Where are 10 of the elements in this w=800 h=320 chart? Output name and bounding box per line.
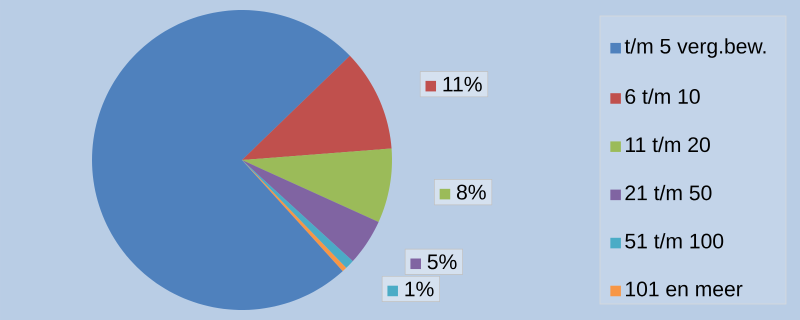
legend-label: t/m 5 verg.bew.	[624, 38, 766, 58]
legend-label: 101 en meer	[626, 282, 742, 296]
legend-label: 6 t/m 10	[625, 88, 700, 104]
data-label: 11%	[443, 76, 482, 92]
data-label: 5%	[428, 254, 457, 270]
legend-label: 11 t/m 20	[626, 136, 710, 152]
data-label: 1%	[405, 282, 434, 296]
legend-label: 51 t/m 100	[625, 233, 724, 249]
data-label: 8%	[456, 184, 486, 200]
legend-label: 21 t/m 50	[625, 184, 712, 200]
